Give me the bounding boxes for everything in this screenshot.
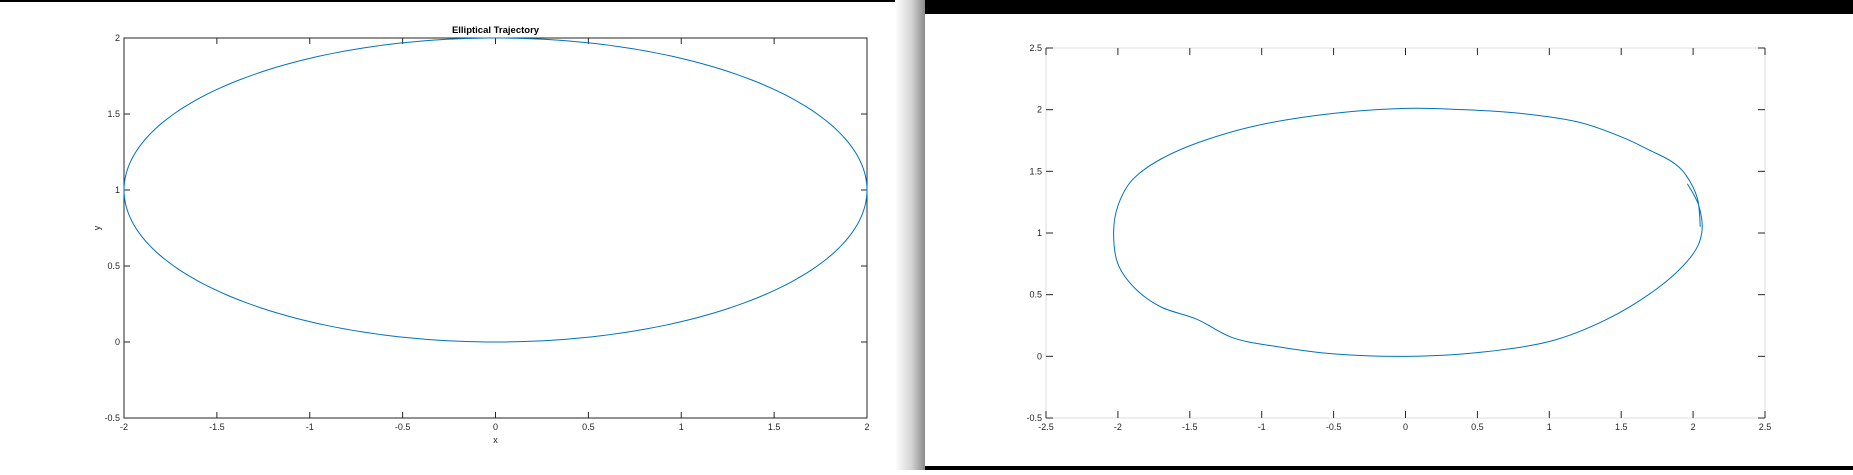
y-tick-label: 2: [1037, 105, 1042, 115]
y-tick-label: 1.5: [107, 109, 120, 119]
x-tick-label: 0: [493, 422, 498, 432]
y-tick-label: 1.5: [1029, 166, 1042, 176]
y-tick-label: 2.5: [1029, 43, 1042, 53]
chart-right-tracked-trajectory: -2.5 -2 -1.5 -1 -0.5 0 0.5 1 1.5 2 2.5 -0.5 0 0.5 1 1.5…: [1026, 43, 1771, 432]
y-axis-label: y: [92, 225, 102, 230]
y-tick-label: 1: [115, 185, 120, 195]
x-tick-label: -2.5: [1038, 422, 1054, 432]
axes-box: [1045, 47, 1766, 419]
x-tick-label: -2: [120, 422, 128, 432]
x-tick-label: -2: [1114, 422, 1122, 432]
chart-title: Elliptical Trajectory: [452, 25, 540, 36]
axes-box: [123, 37, 868, 419]
right-panel-top-bar: [925, 0, 1853, 14]
chart-left-elliptical-trajectory: -2 -1.5 -1 -0.5 0 0.5 1 1.5 2 -0.5 0 0.5 1 1.5 2 Ellipt…: [92, 25, 870, 445]
x-tick-label: -1.5: [1182, 422, 1198, 432]
y-tick-label: 0.5: [1029, 290, 1042, 300]
y-tick-label: 0: [115, 337, 120, 347]
x-tick-label: 0.5: [582, 422, 595, 432]
x-tick-label: -0.5: [1326, 422, 1342, 432]
x-tick-label: 2: [864, 422, 869, 432]
x-tick-label: -1: [1258, 422, 1266, 432]
x-tick-label: -1: [306, 422, 314, 432]
y-tick-label: 1: [1037, 228, 1042, 238]
x-tick-label: 1: [1547, 422, 1552, 432]
panel-seam-shadow: [895, 0, 925, 470]
x-tick-label: 1: [679, 422, 684, 432]
x-axis-label: x: [493, 435, 498, 445]
series-line-trajectory: [123, 37, 868, 343]
x-tick-label: 1.5: [768, 422, 781, 432]
y-tick-label: 2: [115, 33, 120, 43]
y-tick-label: -0.5: [1026, 413, 1042, 423]
y-tick-label: 0: [1037, 351, 1042, 361]
x-tick-label: 2.5: [1759, 422, 1772, 432]
y-tick-label: -0.5: [104, 413, 120, 423]
x-tick-label: 0.5: [1471, 422, 1484, 432]
y-tick-label: 0.5: [107, 261, 120, 271]
left-panel-top-edge: [0, 0, 925, 2]
x-tick-label: 0: [1403, 422, 1408, 432]
x-tick-label: 1.5: [1615, 422, 1628, 432]
x-tick-label: -0.5: [395, 422, 411, 432]
x-tick-label: -1.5: [209, 422, 225, 432]
right-panel-bottom-edge: [925, 466, 1853, 470]
series-line-tracked-trajectory: [1113, 107, 1703, 357]
x-tick-label: 2: [1691, 422, 1696, 432]
